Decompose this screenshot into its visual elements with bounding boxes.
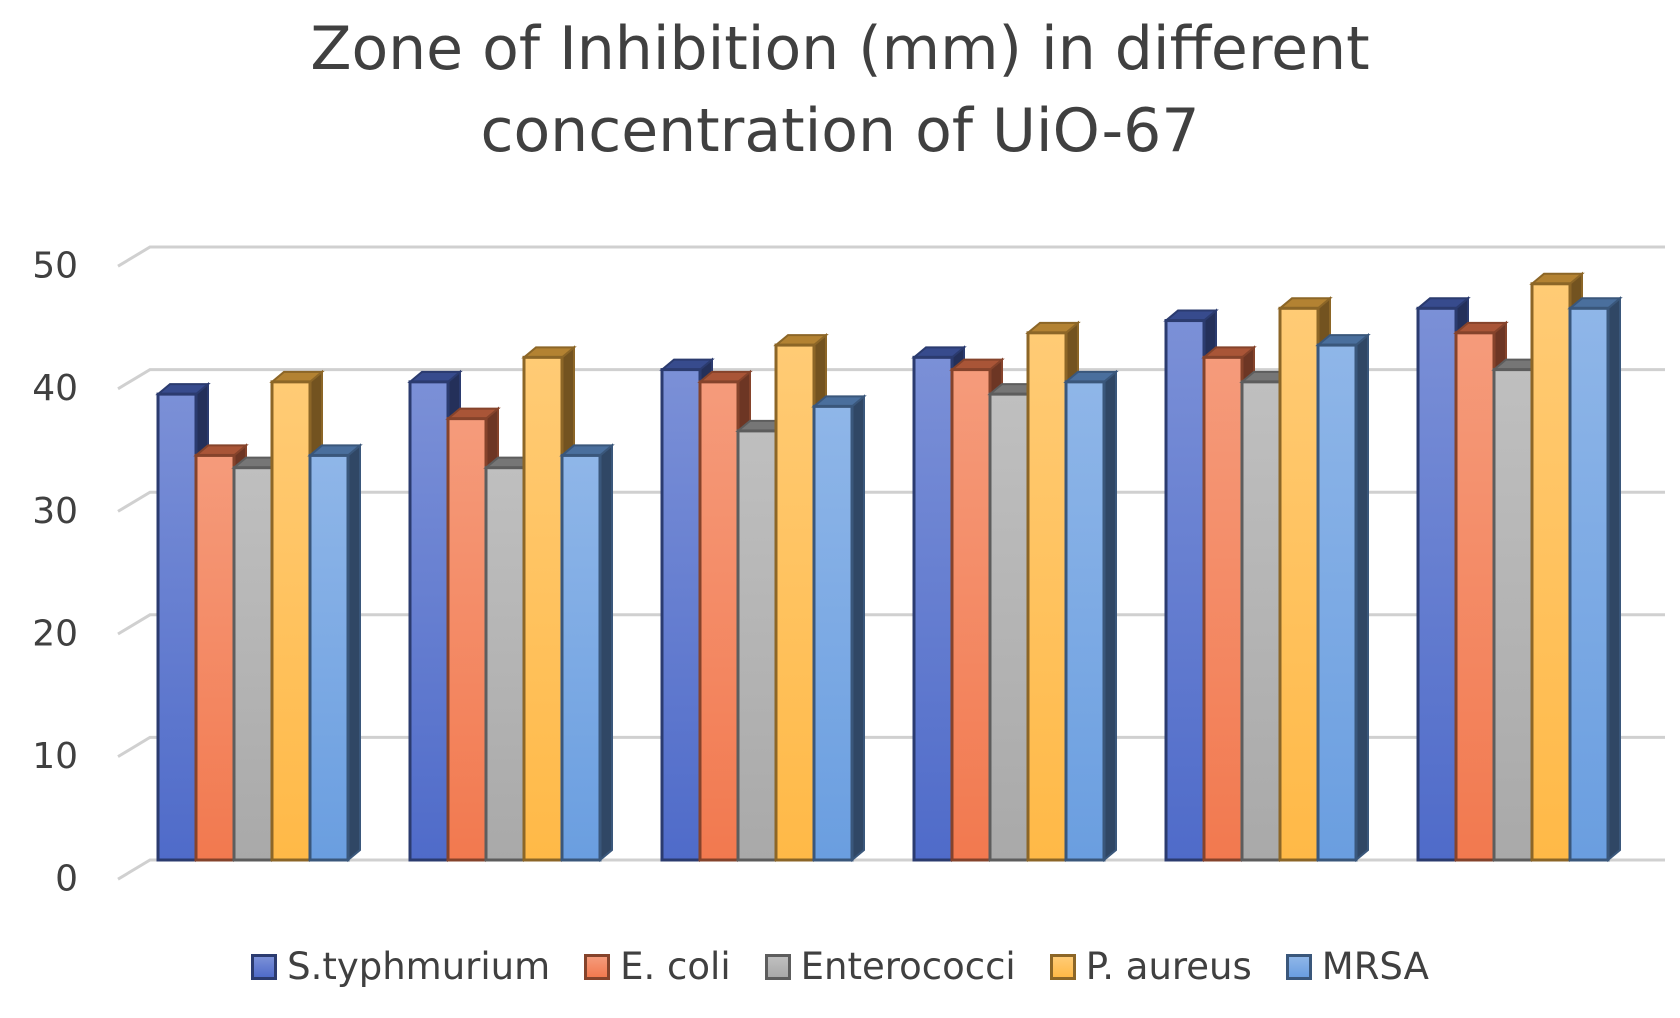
- bar: [811, 394, 867, 863]
- bar: [307, 443, 363, 863]
- legend-swatch: [764, 953, 791, 980]
- gridline: [117, 735, 1665, 758]
- legend-label: P. aureus: [1085, 945, 1252, 988]
- legend-item: P. aureus: [1049, 945, 1252, 988]
- gridline: [117, 245, 1665, 268]
- gridlines: [117, 245, 1665, 881]
- legend-item: S.typhmurium: [251, 945, 550, 988]
- chart-title-line-1: Zone of Inhibition (mm) in different: [310, 14, 1370, 84]
- bars: [155, 271, 1623, 863]
- legend-label: Enterococci: [800, 945, 1016, 988]
- y-tick-label: 40: [32, 368, 78, 409]
- chart-title-line-2: concentration of UiO-67: [480, 96, 1200, 166]
- legend: S.typhmurium E. coli Enterococci P. aureus M…: [0, 945, 1680, 988]
- legend-item: E. coli: [584, 945, 731, 988]
- bar: [1567, 296, 1623, 863]
- bar: [1315, 332, 1371, 863]
- chart-title: Zone of Inhibition (mm) in different con…: [0, 8, 1680, 172]
- legend-label: S.typhmurium: [287, 945, 551, 988]
- legend-label: E. coli: [620, 945, 731, 988]
- gridline: [117, 858, 1665, 881]
- legend-item: Enterococci: [764, 945, 1016, 988]
- y-tick-label: 20: [32, 613, 78, 654]
- y-axis-ticks: 0 10 20 30 40 50: [32, 246, 78, 900]
- y-tick-label: 30: [32, 491, 78, 532]
- gridline: [117, 368, 1665, 391]
- legend-label: MRSA: [1321, 945, 1429, 988]
- bar: [1063, 369, 1119, 863]
- y-tick-label: 10: [32, 736, 78, 777]
- legend-item: MRSA: [1285, 945, 1429, 988]
- legend-swatch: [251, 953, 278, 980]
- legend-swatch: [1285, 953, 1312, 980]
- legend-swatch: [584, 953, 611, 980]
- gridline: [117, 613, 1665, 636]
- y-tick-label: 50: [32, 246, 78, 287]
- bar: [559, 443, 615, 863]
- legend-swatch: [1049, 953, 1076, 980]
- y-tick-label: 0: [55, 859, 78, 900]
- gridline: [117, 490, 1665, 513]
